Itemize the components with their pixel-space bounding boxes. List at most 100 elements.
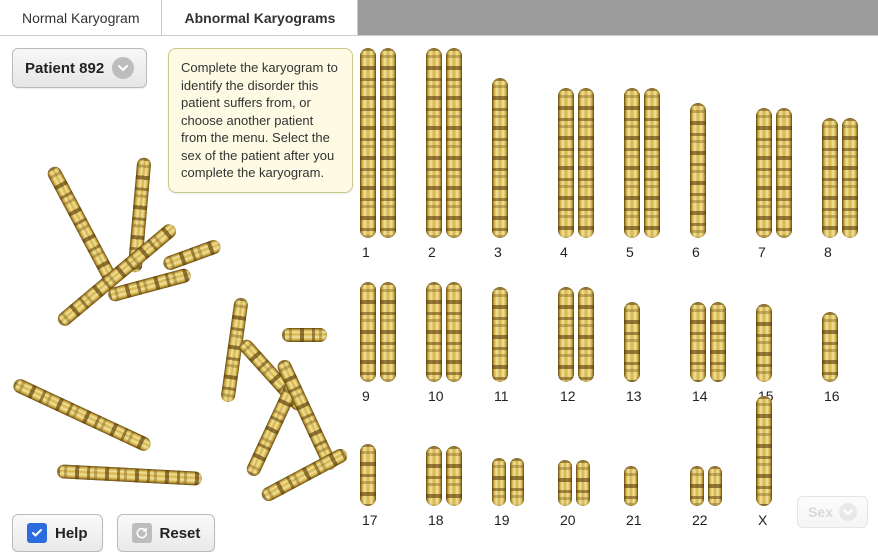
chromatid[interactable] — [756, 304, 772, 382]
slot-label: X — [756, 512, 767, 528]
slot-label: 10 — [426, 388, 444, 404]
slot-label: 11 — [492, 388, 509, 404]
slot-label: 14 — [690, 388, 708, 404]
chromatid[interactable] — [492, 458, 506, 506]
slot-label: 4 — [558, 244, 568, 260]
slot-label: 9 — [360, 388, 370, 404]
chevron-down-icon — [112, 57, 134, 79]
karyogram-slot-19[interactable]: 19 — [492, 436, 534, 528]
karyogram-slot-10[interactable]: 10 — [426, 282, 468, 404]
chromatid[interactable] — [708, 466, 722, 506]
chromatid[interactable] — [426, 48, 442, 238]
slot-label: 17 — [360, 512, 378, 528]
karyogram-slot-13[interactable]: 13 — [624, 282, 666, 404]
karyogram-slot-X[interactable]: X — [756, 436, 798, 528]
chromatid[interactable] — [446, 446, 462, 506]
chromatid[interactable] — [644, 88, 660, 238]
chromatid[interactable] — [624, 88, 640, 238]
chromatid[interactable] — [360, 48, 376, 238]
chromatid[interactable] — [756, 396, 772, 506]
sex-label: Sex — [808, 504, 833, 520]
karyogram-slot-17[interactable]: 17 — [360, 436, 402, 528]
karyogram-slot-1[interactable]: 1 — [360, 48, 402, 260]
chromatid[interactable] — [380, 48, 396, 238]
chromatid[interactable] — [446, 48, 462, 238]
chromatid[interactable] — [510, 458, 524, 506]
loose-chromosome[interactable] — [11, 377, 153, 453]
chromatid[interactable] — [624, 302, 640, 382]
chromatid[interactable] — [558, 88, 574, 238]
chromatid[interactable] — [756, 108, 772, 238]
chromatid[interactable] — [360, 282, 376, 382]
chromatid[interactable] — [578, 287, 594, 382]
karyogram-slot-16[interactable]: 16 — [822, 282, 864, 404]
karyogram-slot-5[interactable]: 5 — [624, 48, 666, 260]
instruction-box: Complete the karyogram to identify the d… — [168, 48, 353, 193]
karyogram-slot-21[interactable]: 21 — [624, 436, 666, 528]
slot-label: 7 — [756, 244, 766, 260]
karyogram-slot-4[interactable]: 4 — [558, 48, 600, 260]
loose-chromosome[interactable] — [57, 464, 203, 486]
slot-label: 21 — [624, 512, 642, 528]
help-button[interactable]: Help — [12, 514, 103, 552]
help-check-icon — [27, 523, 47, 543]
karyogram-slot-12[interactable]: 12 — [558, 282, 600, 404]
karyogram-slot-11[interactable]: 11 — [492, 282, 534, 404]
chromatid[interactable] — [624, 466, 638, 506]
tab-normal-karyogram[interactable]: Normal Karyogram — [0, 0, 162, 35]
slot-label: 16 — [822, 388, 840, 404]
chromatid[interactable] — [842, 118, 858, 238]
chromatid[interactable] — [492, 287, 508, 382]
karyogram-slot-15[interactable]: 15 — [756, 282, 798, 404]
chromatid[interactable] — [558, 287, 574, 382]
slot-label: 8 — [822, 244, 832, 260]
sex-dropdown[interactable]: Sex — [797, 496, 868, 528]
chromatid[interactable] — [776, 108, 792, 238]
slot-label: 6 — [690, 244, 700, 260]
karyogram-slot-7[interactable]: 7 — [756, 48, 798, 260]
slot-label: 5 — [624, 244, 634, 260]
chromatid[interactable] — [690, 466, 704, 506]
karyogram-slot-20[interactable]: 20 — [558, 436, 600, 528]
slot-label: 19 — [492, 512, 510, 528]
loose-chromosome[interactable] — [161, 238, 222, 272]
chromatid[interactable] — [822, 312, 838, 382]
tab-bar: Normal Karyogram Abnormal Karyograms — [0, 0, 878, 36]
chromatid[interactable] — [426, 446, 442, 506]
chromatid[interactable] — [380, 282, 396, 382]
karyogram-slot-2[interactable]: 2 — [426, 48, 468, 260]
karyogram-slot-8[interactable]: 8 — [822, 48, 864, 260]
karyogram-slot-6[interactable]: 6 — [690, 48, 732, 260]
chromatid[interactable] — [710, 302, 726, 382]
tab-abnormal-karyograms[interactable]: Abnormal Karyograms — [162, 0, 358, 35]
loose-chromosome-area[interactable] — [12, 208, 352, 508]
chromatid[interactable] — [576, 460, 590, 506]
help-label: Help — [55, 525, 88, 542]
karyogram-slot-18[interactable]: 18 — [426, 436, 468, 528]
loose-chromosome[interactable] — [45, 164, 118, 285]
slot-label: 12 — [558, 388, 576, 404]
karyogram-slot-22[interactable]: 22 — [690, 436, 732, 528]
patient-dropdown[interactable]: Patient 892 — [12, 48, 147, 88]
chromatid[interactable] — [492, 78, 508, 238]
chromatid[interactable] — [558, 460, 572, 506]
loose-chromosome[interactable] — [282, 328, 327, 342]
chromatid[interactable] — [446, 282, 462, 382]
chromatid[interactable] — [822, 118, 838, 238]
chromatid[interactable] — [578, 88, 594, 238]
chromatid[interactable] — [360, 444, 376, 506]
karyogram-slot-14[interactable]: 14 — [690, 282, 732, 404]
karyogram-slot-9[interactable]: 9 — [360, 282, 402, 404]
loose-chromosome[interactable] — [259, 447, 349, 504]
slot-label: 22 — [690, 512, 708, 528]
reset-label: Reset — [160, 525, 201, 542]
chevron-down-icon — [839, 503, 857, 521]
chromatid[interactable] — [690, 302, 706, 382]
chromatid[interactable] — [426, 282, 442, 382]
reset-button[interactable]: Reset — [117, 514, 216, 552]
chromatid[interactable] — [690, 103, 706, 238]
karyogram-slot-3[interactable]: 3 — [492, 48, 534, 260]
reset-icon — [132, 523, 152, 543]
slot-label: 13 — [624, 388, 642, 404]
slot-label: 3 — [492, 244, 502, 260]
